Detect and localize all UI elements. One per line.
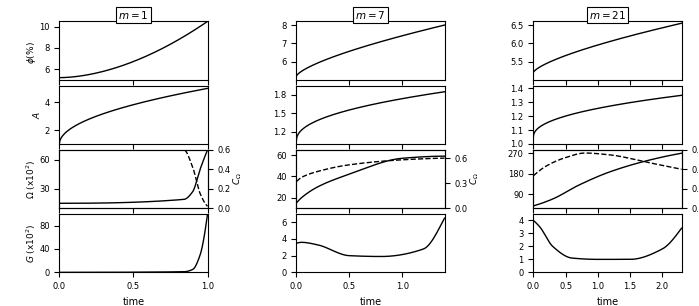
X-axis label: time: time	[596, 297, 619, 306]
Y-axis label: $C_\Omega$: $C_\Omega$	[469, 173, 482, 185]
Y-axis label: $\Omega$ (x10$^2$): $\Omega$ (x10$^2$)	[24, 159, 38, 199]
Y-axis label: $\phi$(%)  : $\phi$(%)	[24, 37, 38, 64]
Y-axis label: $G$ (x10$^2$): $G$ (x10$^2$)	[24, 224, 38, 263]
X-axis label: time: time	[359, 297, 382, 306]
X-axis label: time: time	[122, 297, 145, 306]
Title: $m = 21$: $m = 21$	[589, 9, 626, 21]
Title: $m = 1$: $m = 1$	[118, 9, 149, 21]
Title: $m = 7$: $m = 7$	[355, 9, 386, 21]
Y-axis label: $C_\Omega$: $C_\Omega$	[232, 173, 245, 185]
Y-axis label: $A$: $A$	[31, 111, 42, 119]
